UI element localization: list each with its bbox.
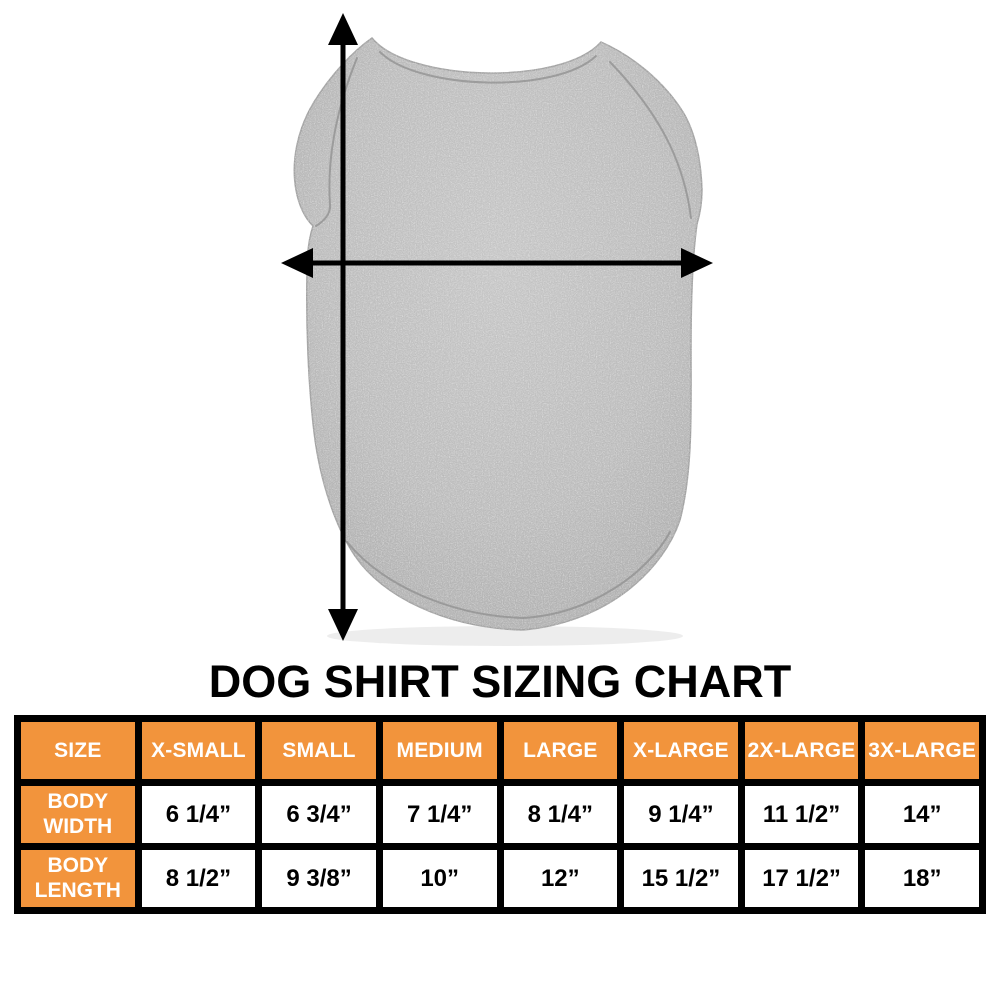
column-header-3x-large: 3X-LARGE <box>858 715 986 786</box>
body-width-medium: 7 1/4” <box>375 779 504 850</box>
hem-stitch-seam <box>346 531 671 620</box>
table-header-row: SIZE X-SMALL SMALL MEDIUM LARGE X-LARGE … <box>14 715 986 786</box>
body-width-2x-large: 11 1/2” <box>737 779 866 850</box>
sizing-table: SIZE X-SMALL SMALL MEDIUM LARGE X-LARGE … <box>14 715 986 914</box>
body-length-3x-large: 18” <box>858 843 986 914</box>
arrow-right-head-icon <box>681 248 713 278</box>
row-label-body-width: BODY WIDTH <box>14 779 142 850</box>
body-length-row: BODY LENGTH 8 1/2” 9 3/8” 10” 12” 15 1/2… <box>14 843 986 914</box>
body-width-x-large: 9 1/4” <box>617 779 745 850</box>
shirt-seams <box>315 51 692 620</box>
right-armhole-seam <box>609 61 692 219</box>
collar-seam <box>379 51 597 84</box>
body-length-2x-large: 17 1/2” <box>737 843 866 914</box>
column-header-x-large: X-LARGE <box>617 715 745 786</box>
row-label-body-length: BODY LENGTH <box>14 843 142 914</box>
column-header-x-small: X-SMALL <box>134 715 263 786</box>
body-width-arrow <box>281 248 713 278</box>
dog-shirt-figure <box>281 13 713 646</box>
body-length-arrow <box>328 13 358 641</box>
body-width-x-small: 6 1/4” <box>134 779 263 850</box>
column-header-2x-large: 2X-LARGE <box>737 715 866 786</box>
arrow-left-head-icon <box>281 248 313 278</box>
body-width-large: 8 1/4” <box>496 779 625 850</box>
body-length-x-small: 8 1/2” <box>134 843 263 914</box>
arrow-down-head-icon <box>328 609 358 641</box>
body-width-row: BODY WIDTH 6 1/4” 6 3/4” 7 1/4” 8 1/4” 9… <box>14 779 986 850</box>
column-header-small: SMALL <box>255 715 383 786</box>
body-length-small: 9 3/8” <box>255 843 383 914</box>
column-header-size: SIZE <box>14 715 142 786</box>
page-title: DOG SHIRT SIZING CHART <box>208 656 792 707</box>
shirt-drop-shadow <box>327 626 683 646</box>
body-length-large: 12” <box>496 843 625 914</box>
body-width-3x-large: 14” <box>858 779 986 850</box>
column-header-large: LARGE <box>496 715 625 786</box>
body-length-medium: 10” <box>375 843 504 914</box>
dog-shirt-graphic <box>281 13 713 646</box>
column-header-medium: MEDIUM <box>375 715 504 786</box>
arrow-up-head-icon <box>328 13 358 45</box>
shirt-silhouette <box>293 36 703 631</box>
body-width-small: 6 3/4” <box>255 779 383 850</box>
body-length-x-large: 15 1/2” <box>617 843 745 914</box>
